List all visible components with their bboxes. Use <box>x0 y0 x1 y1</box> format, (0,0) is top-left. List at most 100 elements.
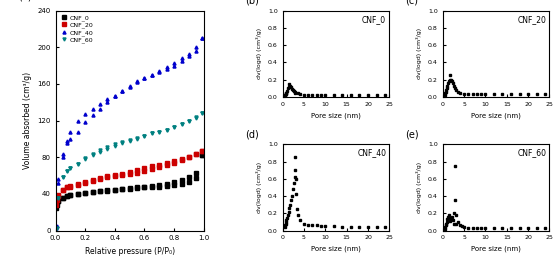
CNF_60 <box>156 130 163 133</box>
CNF_40 <box>134 80 140 83</box>
Text: (b): (b) <box>245 0 259 5</box>
CNF_0 <box>193 177 200 180</box>
CNF_20 <box>67 185 74 188</box>
CNF_0 <box>171 183 178 186</box>
CNF_40 <box>178 59 185 63</box>
Y-axis label: dv(logd) (cm³/g): dv(logd) (cm³/g) <box>416 28 422 79</box>
CNF_40 <box>193 49 200 52</box>
CNF_60 <box>53 227 59 230</box>
Y-axis label: dv(logd) (cm³/g): dv(logd) (cm³/g) <box>256 162 263 213</box>
CNF_60 <box>54 226 60 229</box>
X-axis label: Pore size (nm): Pore size (nm) <box>311 246 361 253</box>
Line: CNF_0: CNF_0 <box>55 154 204 209</box>
CNF_20 <box>178 158 185 162</box>
CNF_0 <box>149 186 155 189</box>
CNF_60 <box>55 197 62 200</box>
CNF_20 <box>156 166 163 169</box>
Text: (a): (a) <box>18 0 32 2</box>
CNF_40 <box>104 101 110 104</box>
CNF_60 <box>171 125 178 129</box>
CNF_0 <box>59 196 66 199</box>
CNF_20 <box>82 181 88 184</box>
Text: (e): (e) <box>405 129 419 139</box>
CNF_0 <box>178 182 185 186</box>
CNF_0 <box>119 188 125 191</box>
CNF_0 <box>64 194 70 197</box>
CNF_60 <box>134 137 140 140</box>
CNF_40 <box>185 55 192 58</box>
CNF_20 <box>149 167 155 171</box>
CNF_40 <box>89 113 96 117</box>
CNF_20 <box>74 183 81 186</box>
X-axis label: Pore size (nm): Pore size (nm) <box>311 112 361 119</box>
CNF_60 <box>185 119 192 122</box>
Y-axis label: dv(logd) (cm³/g): dv(logd) (cm³/g) <box>416 162 422 213</box>
CNF_20 <box>119 173 125 176</box>
CNF_60 <box>64 169 70 173</box>
Text: CNF_40: CNF_40 <box>357 149 386 158</box>
CNF_0 <box>112 189 118 192</box>
CNF_20 <box>112 175 118 178</box>
CNF_20 <box>59 189 66 192</box>
CNF_20 <box>89 179 96 183</box>
CNF_0 <box>82 191 88 195</box>
CNF_60 <box>178 123 185 126</box>
Legend: CNF_0, CNF_20, CNF_40, CNF_60: CNF_0, CNF_20, CNF_40, CNF_60 <box>59 14 94 44</box>
CNF_20 <box>163 164 170 167</box>
Line: CNF_40: CNF_40 <box>55 37 204 229</box>
CNF_0 <box>54 203 60 206</box>
CNF_60 <box>199 112 205 115</box>
CNF_40 <box>54 224 60 228</box>
CNF_60 <box>149 132 155 135</box>
CNF_40 <box>163 68 170 71</box>
CNF_20 <box>199 149 205 152</box>
CNF_20 <box>55 194 62 197</box>
CNF_20 <box>53 203 59 206</box>
CNF_40 <box>82 121 88 124</box>
Y-axis label: dv(logd) (cm³/g): dv(logd) (cm³/g) <box>256 28 263 79</box>
CNF_60 <box>112 145 118 148</box>
Text: CNF_0: CNF_0 <box>362 15 386 24</box>
CNF_40 <box>156 70 163 74</box>
CNF_0 <box>163 184 170 187</box>
CNF_20 <box>185 156 192 159</box>
X-axis label: Pore size (nm): Pore size (nm) <box>471 246 521 253</box>
CNF_60 <box>127 139 133 142</box>
CNF_40 <box>67 137 74 140</box>
CNF_60 <box>104 147 110 151</box>
CNF_40 <box>55 181 62 184</box>
CNF_40 <box>171 64 178 67</box>
X-axis label: Relative pressure (P/P₀): Relative pressure (P/P₀) <box>84 247 175 256</box>
CNF_40 <box>199 37 205 40</box>
CNF_40 <box>149 73 155 76</box>
CNF_60 <box>119 142 125 145</box>
CNF_40 <box>64 142 70 145</box>
CNF_60 <box>89 154 96 157</box>
CNF_60 <box>141 135 148 138</box>
CNF_0 <box>89 191 96 194</box>
CNF_0 <box>67 193 74 196</box>
CNF_0 <box>55 200 62 203</box>
Text: CNF_20: CNF_20 <box>517 15 546 24</box>
CNF_0 <box>134 187 140 190</box>
Text: (d): (d) <box>245 129 259 139</box>
CNF_60 <box>67 167 74 170</box>
CNF_20 <box>97 178 103 181</box>
CNF_40 <box>53 226 59 229</box>
CNF_40 <box>97 107 103 110</box>
Text: (c): (c) <box>405 0 418 5</box>
CNF_60 <box>82 157 88 161</box>
CNF_40 <box>74 130 81 133</box>
Y-axis label: Volume absorbed (cm³/g): Volume absorbed (cm³/g) <box>23 72 32 169</box>
CNF_40 <box>127 84 133 87</box>
CNF_60 <box>59 176 66 179</box>
CNF_0 <box>156 185 163 188</box>
CNF_20 <box>193 152 200 155</box>
Line: CNF_20: CNF_20 <box>55 149 204 206</box>
CNF_0 <box>74 192 81 196</box>
CNF_0 <box>141 186 148 189</box>
CNF_20 <box>171 161 178 164</box>
CNF_0 <box>185 180 192 184</box>
CNF_20 <box>141 169 148 173</box>
CNF_60 <box>163 128 170 131</box>
